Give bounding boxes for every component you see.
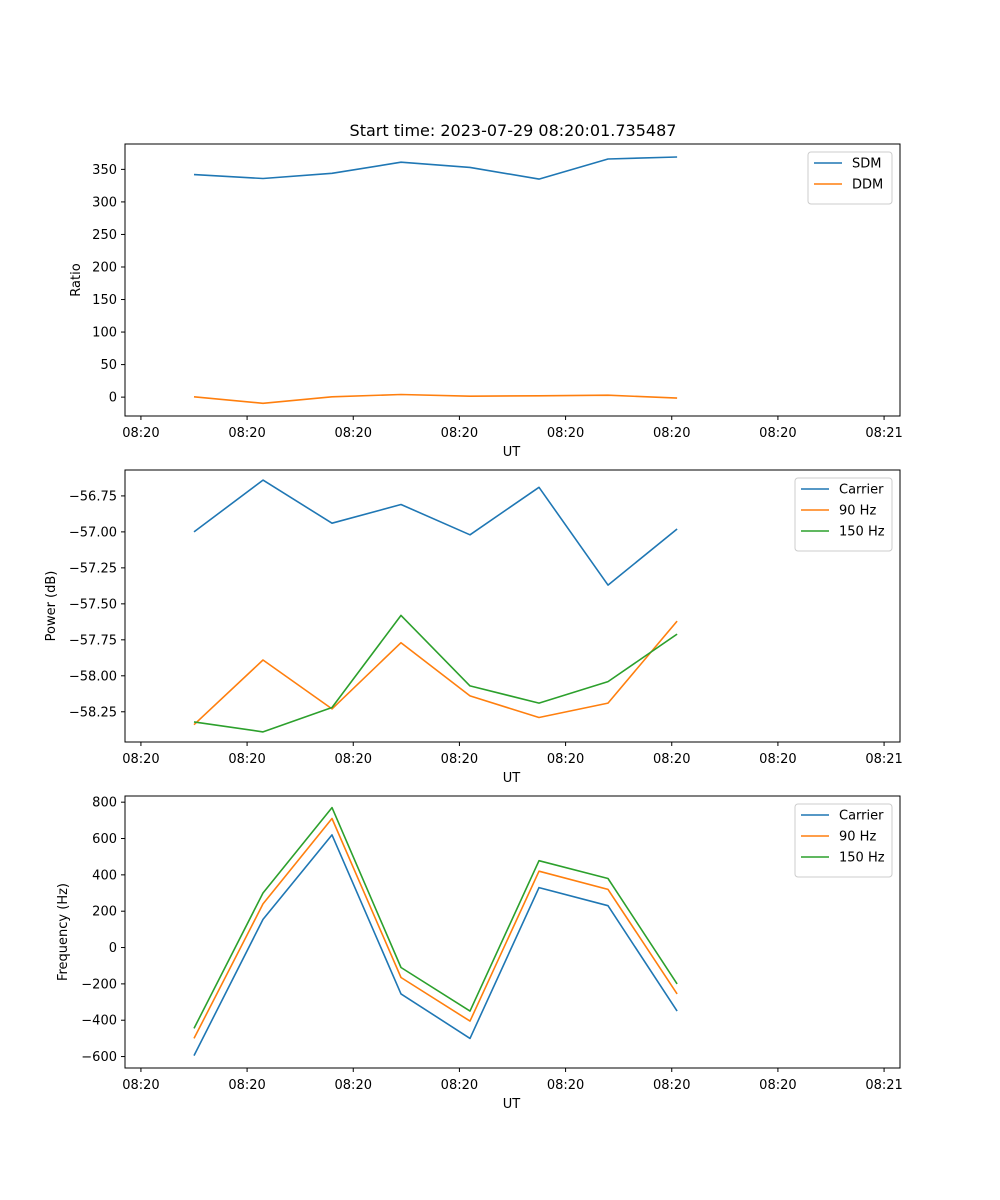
x-tick-label: 08:20: [547, 1078, 584, 1093]
x-tick-label: 08:20: [335, 752, 372, 767]
legend-label: 90 Hz: [839, 504, 876, 519]
x-tick-label: 08:21: [865, 426, 902, 441]
y-tick-label: 100: [92, 326, 117, 341]
legend-label: DDM: [852, 178, 883, 193]
legend-box: [794, 803, 893, 878]
x-tick-label: 08:20: [228, 1078, 265, 1093]
y-tick-label: 0: [109, 941, 117, 956]
y-tick-label: −600: [81, 1050, 117, 1065]
y-tick-label: −56.75: [69, 489, 117, 504]
x-tick-label: 08:20: [122, 426, 159, 441]
x-tick-label: 08:20: [759, 752, 796, 767]
y-tick-label: 800: [92, 796, 117, 811]
legend-label: 150 Hz: [839, 525, 885, 540]
axes-frame: [124, 469, 901, 743]
series-line-150-hz: [193, 614, 678, 733]
legend: Carrier 90 Hz 150 Hz: [794, 477, 893, 552]
x-tick-label: 08:20: [653, 1078, 690, 1093]
legend-label: SDM: [852, 157, 881, 172]
legend-box: [807, 151, 893, 205]
legend: Carrier 90 Hz 150 Hz: [794, 803, 893, 878]
y-tick-label: 600: [92, 832, 117, 847]
series-line-sdm: [193, 156, 678, 180]
figure-title: Start time: 2023-07-29 08:20:01.735487: [350, 121, 677, 140]
y-tick-label: 200: [92, 260, 117, 275]
legend-label: Carrier: [839, 483, 884, 498]
y-axis-label: Ratio: [69, 263, 84, 296]
x-tick-label: 08:20: [547, 426, 584, 441]
x-tick-label: 08:20: [441, 426, 478, 441]
series-line-150-hz: [193, 806, 678, 1029]
ratio-chart: 08:20 08:20 08:20 08:20 08:20 08:20 08:20 08:21…: [69, 143, 903, 460]
x-tick-label: 08:20: [759, 1078, 796, 1093]
legend: SDM DDM: [807, 151, 893, 205]
y-axis-label: Power (dB): [44, 571, 59, 642]
axes-frame: [124, 143, 901, 417]
series-line-ddm: [193, 393, 678, 405]
y-tick-label: −57.50: [69, 597, 117, 612]
x-axis-label: UT: [503, 771, 521, 786]
x-tick-label: 08:20: [228, 426, 265, 441]
axes-frame: [124, 795, 901, 1069]
x-tick-label: 08:20: [335, 426, 372, 441]
y-tick-label: −200: [81, 977, 117, 992]
frequency-chart: 08:20 08:20 08:20 08:20 08:20 08:20 08:20 08:21…: [56, 795, 903, 1112]
x-tick-label: 08:20: [759, 426, 796, 441]
x-tick-label: 08:21: [865, 1078, 902, 1093]
y-tick-label: 0: [109, 391, 117, 406]
y-tick-label: 200: [92, 905, 117, 920]
x-axis-label: UT: [503, 1097, 521, 1112]
series-line-90-hz: [193, 817, 678, 1039]
y-tick-label: 250: [92, 228, 117, 243]
power-chart: 08:20 08:20 08:20 08:20 08:20 08:20 08:20 08:21…: [44, 469, 903, 786]
y-tick-label: −57.75: [69, 633, 117, 648]
x-tick-label: 08:20: [122, 1078, 159, 1093]
series-line-carrier: [193, 479, 678, 586]
y-axis-label: Frequency (Hz): [56, 883, 71, 981]
y-tick-label: 350: [92, 163, 117, 178]
x-tick-label: 08:20: [122, 752, 159, 767]
x-axis-label: UT: [503, 445, 521, 460]
y-tick-label: −400: [81, 1014, 117, 1029]
x-tick-label: 08:20: [441, 1078, 478, 1093]
y-tick-label: −57.00: [69, 525, 117, 540]
series-line-carrier: [193, 834, 678, 1056]
x-tick-label: 08:20: [653, 426, 690, 441]
x-tick-label: 08:21: [865, 752, 902, 767]
x-tick-label: 08:20: [653, 752, 690, 767]
y-tick-label: −58.25: [69, 705, 117, 720]
x-tick-label: 08:20: [335, 1078, 372, 1093]
legend-label: Carrier: [839, 809, 884, 824]
legend-box: [794, 477, 893, 552]
y-tick-label: 400: [92, 868, 117, 883]
x-tick-label: 08:20: [228, 752, 265, 767]
legend-label: 90 Hz: [839, 830, 876, 845]
y-tick-label: 150: [92, 293, 117, 308]
y-tick-label: 50: [100, 358, 117, 373]
y-tick-label: −58.00: [69, 669, 117, 684]
x-tick-label: 08:20: [441, 752, 478, 767]
legend-label: 150 Hz: [839, 851, 885, 866]
x-tick-label: 08:20: [547, 752, 584, 767]
y-tick-label: 300: [92, 195, 117, 210]
y-tick-label: −57.25: [69, 561, 117, 576]
series-line-90-hz: [193, 620, 678, 726]
